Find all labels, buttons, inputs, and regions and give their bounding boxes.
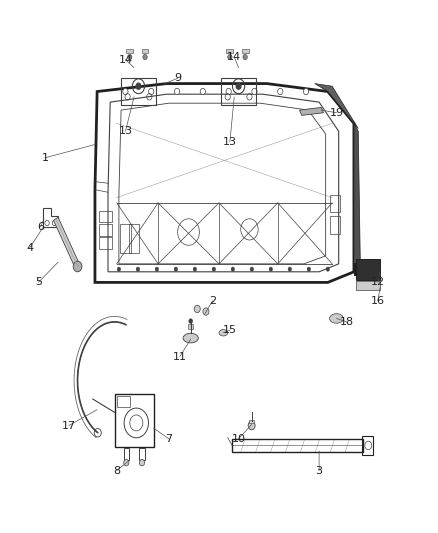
Circle shape <box>269 267 272 271</box>
Circle shape <box>174 267 178 271</box>
Bar <box>99 237 113 249</box>
Text: 14: 14 <box>118 55 132 64</box>
Bar <box>242 49 249 53</box>
Circle shape <box>231 267 235 271</box>
Polygon shape <box>300 108 323 115</box>
Circle shape <box>194 305 200 313</box>
Text: 7: 7 <box>166 434 173 444</box>
Circle shape <box>200 88 205 95</box>
Bar <box>115 394 154 447</box>
Circle shape <box>278 88 283 95</box>
Bar <box>226 49 233 53</box>
Circle shape <box>250 267 254 271</box>
Circle shape <box>127 54 132 60</box>
Text: 9: 9 <box>174 73 181 83</box>
Polygon shape <box>354 123 360 272</box>
Text: 14: 14 <box>227 52 241 62</box>
Text: 10: 10 <box>232 434 246 444</box>
Circle shape <box>226 88 231 95</box>
Text: 5: 5 <box>35 277 42 287</box>
Circle shape <box>288 267 292 271</box>
Text: 8: 8 <box>113 466 120 475</box>
Ellipse shape <box>219 329 228 336</box>
Bar <box>188 324 193 328</box>
Circle shape <box>139 459 145 466</box>
Circle shape <box>135 83 141 90</box>
Text: 3: 3 <box>316 466 323 475</box>
Bar <box>362 436 373 455</box>
Bar <box>99 224 113 236</box>
Circle shape <box>307 267 311 271</box>
Circle shape <box>148 88 154 95</box>
Bar <box>129 223 139 253</box>
Text: 1: 1 <box>42 153 49 163</box>
Bar <box>117 397 130 407</box>
Circle shape <box>228 54 232 60</box>
Bar <box>99 211 113 222</box>
Ellipse shape <box>183 333 198 343</box>
Circle shape <box>193 267 197 271</box>
Bar <box>330 216 339 233</box>
Circle shape <box>203 308 209 316</box>
Circle shape <box>174 88 180 95</box>
Bar <box>139 448 145 460</box>
Text: 13: 13 <box>118 126 132 136</box>
Bar <box>141 49 148 53</box>
Text: 15: 15 <box>223 325 237 335</box>
Bar <box>121 78 156 105</box>
Polygon shape <box>315 84 358 128</box>
Circle shape <box>304 88 309 95</box>
Bar <box>232 439 363 452</box>
Circle shape <box>73 261 82 272</box>
Circle shape <box>155 267 159 271</box>
Circle shape <box>117 267 120 271</box>
Bar <box>354 263 357 276</box>
Bar <box>249 419 254 423</box>
Text: 6: 6 <box>37 222 44 232</box>
Circle shape <box>243 54 247 60</box>
Text: 4: 4 <box>26 243 33 253</box>
Circle shape <box>136 267 140 271</box>
Bar <box>356 259 380 280</box>
Circle shape <box>188 318 193 324</box>
Circle shape <box>123 88 128 95</box>
Ellipse shape <box>329 314 343 323</box>
Text: 17: 17 <box>62 421 76 431</box>
Text: 11: 11 <box>173 352 187 361</box>
Circle shape <box>252 88 257 95</box>
Bar <box>120 223 131 253</box>
Bar <box>221 78 256 105</box>
Text: 2: 2 <box>209 296 216 306</box>
Circle shape <box>212 267 215 271</box>
Circle shape <box>143 54 147 60</box>
Circle shape <box>248 421 255 430</box>
Bar <box>330 195 339 213</box>
Text: 12: 12 <box>371 277 385 287</box>
Text: 19: 19 <box>329 108 343 118</box>
Circle shape <box>326 267 329 271</box>
Text: 18: 18 <box>340 317 354 327</box>
Circle shape <box>124 459 129 466</box>
Bar <box>126 49 133 53</box>
Bar <box>124 448 129 460</box>
Polygon shape <box>53 217 80 268</box>
Bar <box>356 281 380 290</box>
Circle shape <box>236 83 242 90</box>
Text: 13: 13 <box>223 137 237 147</box>
Text: 16: 16 <box>371 296 385 306</box>
